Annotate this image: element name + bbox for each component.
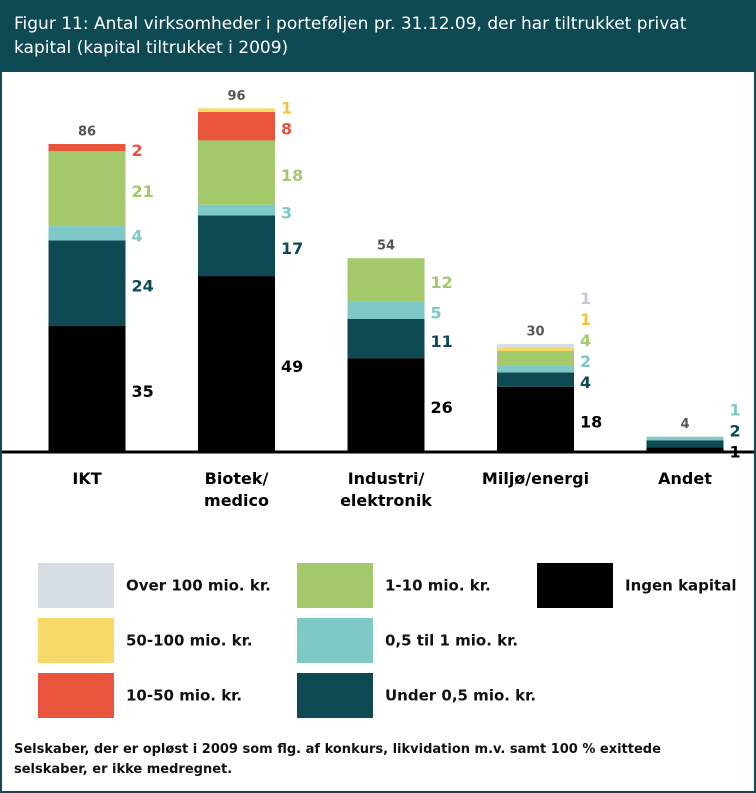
legend-swatch <box>38 618 114 663</box>
data-label: 4 <box>132 227 143 246</box>
data-label: 11 <box>431 332 453 351</box>
legend-label: Under 0,5 mio. kr. <box>385 687 536 705</box>
bar-segment <box>497 343 574 348</box>
data-label: 2 <box>730 422 741 441</box>
bar-segment <box>347 318 425 359</box>
data-label: 1 <box>580 289 591 308</box>
data-label: 17 <box>281 239 303 258</box>
total-label: 30 <box>526 324 544 339</box>
bar-segment <box>198 140 275 205</box>
data-label: 18 <box>580 412 602 431</box>
legend-swatch <box>297 563 373 608</box>
data-label: 2 <box>580 352 591 371</box>
total-label: 86 <box>78 124 96 139</box>
data-label: 4 <box>580 331 591 350</box>
data-label: 1 <box>730 401 741 420</box>
x-tick-label: IKT <box>72 469 102 488</box>
total-label: 54 <box>377 239 395 254</box>
data-label: 12 <box>431 273 453 292</box>
bar-segment <box>48 240 126 327</box>
bar-segment <box>48 151 126 227</box>
legend-swatch <box>38 673 114 718</box>
bar-segment <box>646 447 724 451</box>
data-label: 4 <box>580 373 591 392</box>
data-label: 1 <box>281 99 292 118</box>
bar-segment <box>48 143 126 152</box>
x-tick-label: Miljø/energi <box>481 469 590 488</box>
data-label: 21 <box>132 182 154 201</box>
bar-segment <box>347 301 425 319</box>
bar-segment <box>347 258 425 302</box>
bar-segment <box>48 326 126 451</box>
data-label: 2 <box>132 141 143 160</box>
legend-swatch <box>297 618 373 663</box>
data-label: 8 <box>281 120 292 139</box>
legend-swatch <box>297 673 373 718</box>
total-label: 4 <box>680 417 689 432</box>
bar-segment <box>497 386 574 451</box>
bar-segment <box>198 204 275 216</box>
bar-segment <box>497 351 574 366</box>
bar-segment <box>497 347 574 352</box>
data-label: 49 <box>281 357 303 376</box>
bar-segment <box>497 365 574 373</box>
legend-label: Ingen kapital <box>625 577 736 595</box>
x-tick-label: Industri/ elektronik <box>340 469 432 510</box>
footnote: Selskaber, der er opløst i 2009 som flg.… <box>14 742 661 777</box>
bar-segment <box>48 226 126 241</box>
data-label: 24 <box>132 277 154 296</box>
data-label: 35 <box>132 382 154 401</box>
data-label: 18 <box>281 166 303 185</box>
bar-segment <box>646 440 724 448</box>
x-tick-label: Andet <box>658 469 712 488</box>
bar-segment <box>198 276 275 451</box>
bar-segment <box>646 436 724 441</box>
data-label: 3 <box>281 204 292 223</box>
legend-label: 10-50 mio. kr. <box>126 687 242 705</box>
bar-segment <box>198 108 275 112</box>
legend-label: 50-100 mio. kr. <box>126 632 253 650</box>
bar-segment <box>198 215 275 277</box>
legend-label: 1-10 mio. kr. <box>385 577 491 595</box>
chart-title: Figur 11: Antal virksomheder i portefølj… <box>2 2 754 72</box>
data-label: 5 <box>431 303 442 322</box>
legend-swatch <box>537 563 613 608</box>
total-label: 96 <box>227 89 245 104</box>
bar-segment <box>198 111 275 141</box>
bar-segment <box>347 358 425 451</box>
data-label: 26 <box>431 398 453 417</box>
data-label: 1 <box>580 310 591 329</box>
legend-swatch <box>38 563 114 608</box>
x-tick-label: Biotek/ medico <box>204 469 269 510</box>
legend-label: 0,5 til 1 mio. kr. <box>385 632 518 650</box>
bar-segment <box>497 372 574 387</box>
legend-label: Over 100 mio. kr. <box>126 577 271 595</box>
